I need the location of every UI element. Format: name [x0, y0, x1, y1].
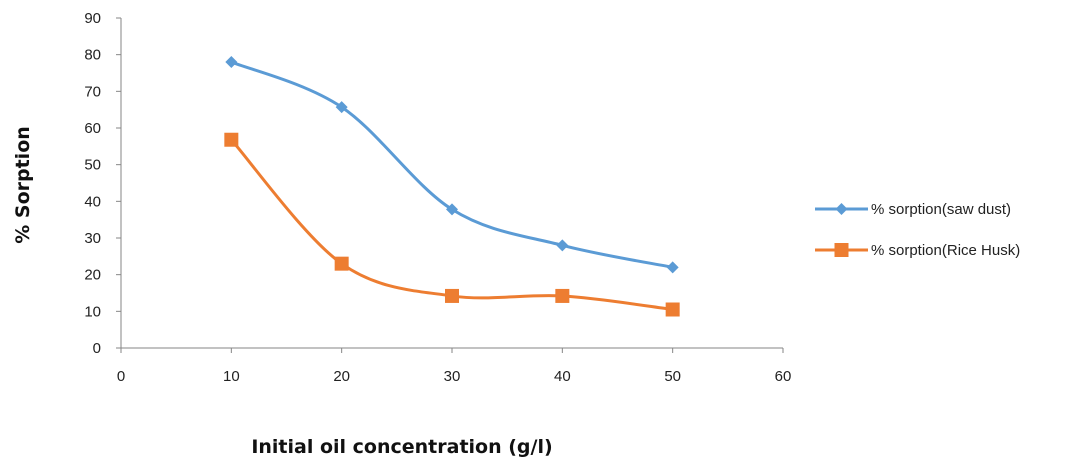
legend-label: % sorption(saw dust) — [871, 201, 1011, 218]
series-1-line — [230, 60, 673, 269]
y-tick-label: 10 — [84, 303, 101, 320]
y-axis-title: % Sorption — [12, 126, 34, 244]
data-point — [335, 101, 348, 114]
x-tick-label: 10 — [223, 368, 240, 385]
legend-swatch-marker — [835, 203, 848, 215]
legend: % sorption(saw dust) % sorption(Rice Husk… — [815, 201, 1020, 259]
y-tick-label: 90 — [84, 10, 101, 27]
y-tick-label: 30 — [84, 230, 101, 247]
x-tick-label: 40 — [554, 368, 571, 385]
y-tick-label: 20 — [84, 267, 101, 284]
x-tick-label: 20 — [333, 368, 350, 385]
x-tick-label: 0 — [117, 368, 125, 385]
y-tick-label: 0 — [93, 340, 101, 357]
legend-item-2: % sorption(Rice Husk) — [815, 242, 1020, 259]
data-point — [666, 261, 679, 274]
y-tick-label: 80 — [84, 47, 101, 64]
x-axis-title: Initial oil concentration (g/l) — [251, 436, 552, 458]
y-tick-label: 70 — [84, 83, 101, 100]
y-tick-label: 60 — [84, 120, 101, 137]
y-tick-label: 50 — [84, 157, 101, 174]
axes — [116, 17, 784, 353]
data-point — [446, 203, 458, 216]
data-point — [555, 288, 570, 303]
legend-swatch-marker — [834, 243, 849, 257]
data-point — [556, 239, 569, 252]
x-tick-label: 50 — [664, 368, 681, 385]
data-point — [445, 288, 459, 303]
series-2-line — [230, 138, 673, 311]
legend-item-1: % sorption(saw dust) — [815, 201, 1011, 218]
legend-label: % sorption(Rice Husk) — [871, 242, 1020, 259]
series-2 — [224, 132, 680, 317]
tick-labels: 0 10 20 30 40 50 60 70 80 90 0 10 20 30 40 50 60 — [84, 10, 791, 385]
data-point — [334, 256, 349, 271]
data-point — [665, 302, 680, 317]
data-point — [225, 56, 238, 68]
y-tick-label: 40 — [84, 193, 101, 210]
x-tick-label: 60 — [775, 368, 792, 385]
data-point — [224, 132, 239, 147]
x-tick-label: 30 — [444, 368, 461, 385]
series-layer — [224, 56, 680, 317]
series-1 — [225, 56, 679, 274]
